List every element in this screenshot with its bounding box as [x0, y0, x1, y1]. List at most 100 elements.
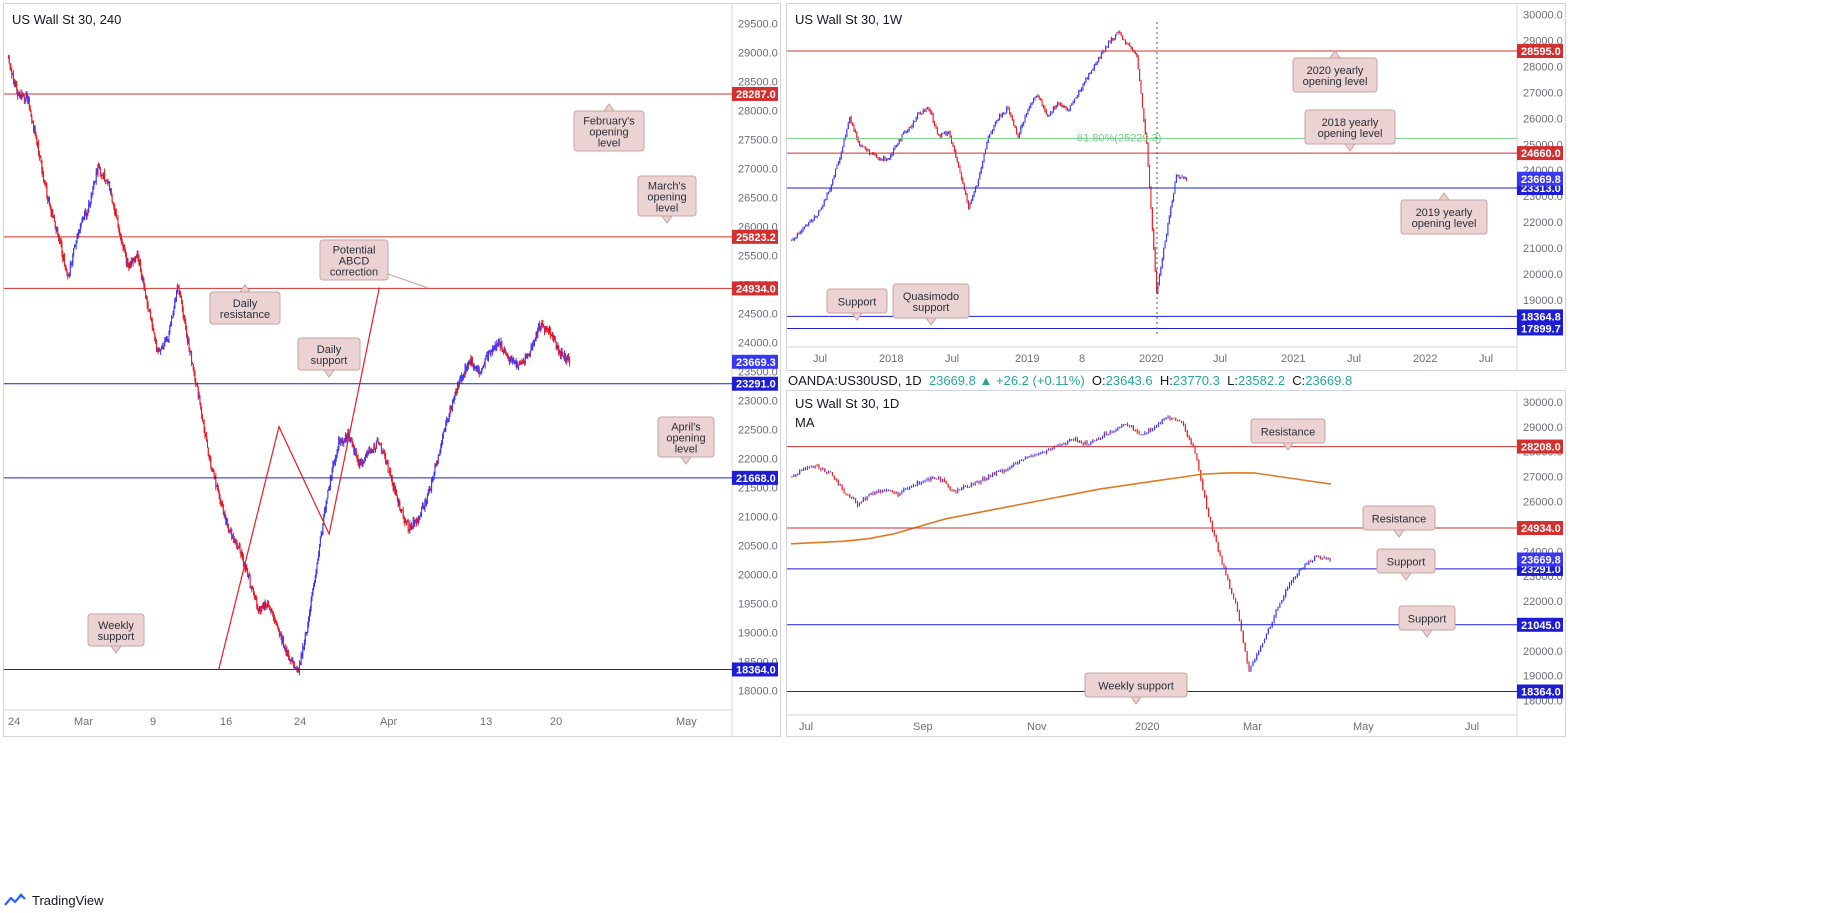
- candle-body: [355, 452, 357, 456]
- candle-body: [84, 214, 86, 219]
- candle-body: [1055, 106, 1057, 109]
- candle-body: [410, 523, 412, 527]
- candle-body: [1024, 116, 1026, 122]
- candle-body: [1018, 133, 1020, 138]
- annotation-text: opening: [666, 433, 705, 445]
- candle-body: [289, 659, 291, 662]
- candle-body: [822, 204, 824, 208]
- candle-body: [325, 500, 327, 509]
- candle-body: [448, 414, 450, 419]
- candle-body: [105, 180, 107, 182]
- candle-body: [1275, 609, 1277, 617]
- chart-panel-d1[interactable]: US Wall St 30, 1D MA 18000.0 19000.0 20000…: [786, 390, 1566, 737]
- candle-body: [514, 361, 516, 363]
- candle-body: [1151, 208, 1153, 230]
- candle-body: [131, 260, 133, 264]
- candle-body: [849, 117, 851, 124]
- candle-body: [206, 435, 208, 441]
- candle-body: [34, 126, 36, 133]
- candle-body: [1119, 426, 1121, 429]
- candle-body: [516, 363, 518, 366]
- candle-body: [391, 478, 393, 484]
- chart-panel-w1[interactable]: US Wall St 30, 1W 18000.019000.020000.02…: [786, 3, 1566, 371]
- candle-body: [288, 651, 290, 659]
- candle-body: [80, 223, 82, 226]
- candle-body: [454, 391, 456, 397]
- close-label: C:: [1292, 373, 1306, 388]
- candle-body: [251, 586, 253, 589]
- candle-body: [246, 566, 248, 571]
- candle-body: [339, 439, 341, 443]
- candle-body: [300, 654, 302, 665]
- candle-body: [1082, 84, 1084, 89]
- candle-body: [1051, 111, 1053, 113]
- candle-body: [1148, 428, 1150, 433]
- candle-body: [162, 347, 164, 349]
- candle-body: [262, 604, 264, 608]
- candle-body: [170, 324, 172, 326]
- candle-body: [1140, 81, 1142, 94]
- candle-body: [59, 241, 61, 243]
- candle-body: [1090, 442, 1092, 445]
- candle-body: [1052, 106, 1054, 112]
- chart-panel-h4[interactable]: US Wall St 30, 240 18000.018500.019000.0…: [3, 3, 781, 737]
- candle-body: [265, 602, 267, 607]
- candle-body: [1287, 587, 1289, 591]
- candle-body: [203, 421, 205, 431]
- candle-body: [72, 254, 74, 262]
- candle-body: [880, 159, 882, 161]
- candle-body: [857, 138, 859, 142]
- candle-body: [565, 359, 567, 361]
- candle-body: [36, 137, 38, 145]
- candle-body: [205, 435, 207, 437]
- candle-body: [1037, 95, 1039, 97]
- annotation-text: opening: [589, 127, 628, 139]
- candle-body: [232, 536, 234, 539]
- candle-body: [336, 450, 338, 456]
- annotation-text: support: [311, 355, 348, 367]
- candle-body: [488, 350, 490, 352]
- candle-body: [958, 162, 960, 167]
- candle-body: [1157, 423, 1159, 426]
- annotation-text: opening level: [1412, 218, 1477, 230]
- candle-body: [208, 455, 210, 457]
- candle-body: [1018, 460, 1021, 463]
- candle-body: [374, 446, 376, 450]
- candle-body: [116, 217, 118, 219]
- candle-body: [792, 239, 794, 241]
- candle-body: [1179, 419, 1181, 422]
- candle-body: [1169, 416, 1171, 420]
- candle-body: [1296, 574, 1298, 577]
- candle-body: [559, 353, 561, 355]
- branding[interactable]: TradingView: [4, 890, 104, 910]
- chart-svg-d1[interactable]: 18000.019000.020000.021000.022000.023000…: [787, 391, 1565, 736]
- candle-body: [811, 220, 813, 222]
- candle-body: [216, 486, 218, 488]
- price-tag-label: 24934.0: [736, 283, 776, 295]
- chart-svg-w1[interactable]: 18000.019000.020000.021000.022000.023000…: [787, 4, 1565, 370]
- candle-body: [239, 545, 241, 552]
- candle-body: [1137, 55, 1139, 70]
- candle-body: [934, 121, 936, 126]
- candle-body: [104, 172, 106, 181]
- candle-body: [362, 459, 364, 464]
- candle-body: [1064, 105, 1066, 107]
- chart-svg-h4[interactable]: 18000.018500.019000.019500.020000.020500…: [4, 4, 780, 736]
- candle-body: [12, 73, 14, 75]
- candle-body: [1026, 457, 1028, 459]
- candle-body: [1115, 34, 1117, 39]
- candle-body: [443, 430, 445, 433]
- candle-body: [930, 477, 932, 481]
- candle-body: [151, 319, 153, 328]
- candle-body: [349, 437, 351, 442]
- candle-body: [185, 322, 187, 330]
- candle-body: [1204, 490, 1206, 497]
- annotation-pointer: [323, 369, 335, 378]
- candle-body: [388, 471, 390, 473]
- candle-body: [45, 184, 47, 186]
- candle-body: [852, 122, 854, 126]
- candle-body: [526, 356, 528, 358]
- candle-body: [472, 359, 474, 365]
- x-tick-label: Jul: [813, 353, 827, 365]
- candle-body: [305, 633, 307, 635]
